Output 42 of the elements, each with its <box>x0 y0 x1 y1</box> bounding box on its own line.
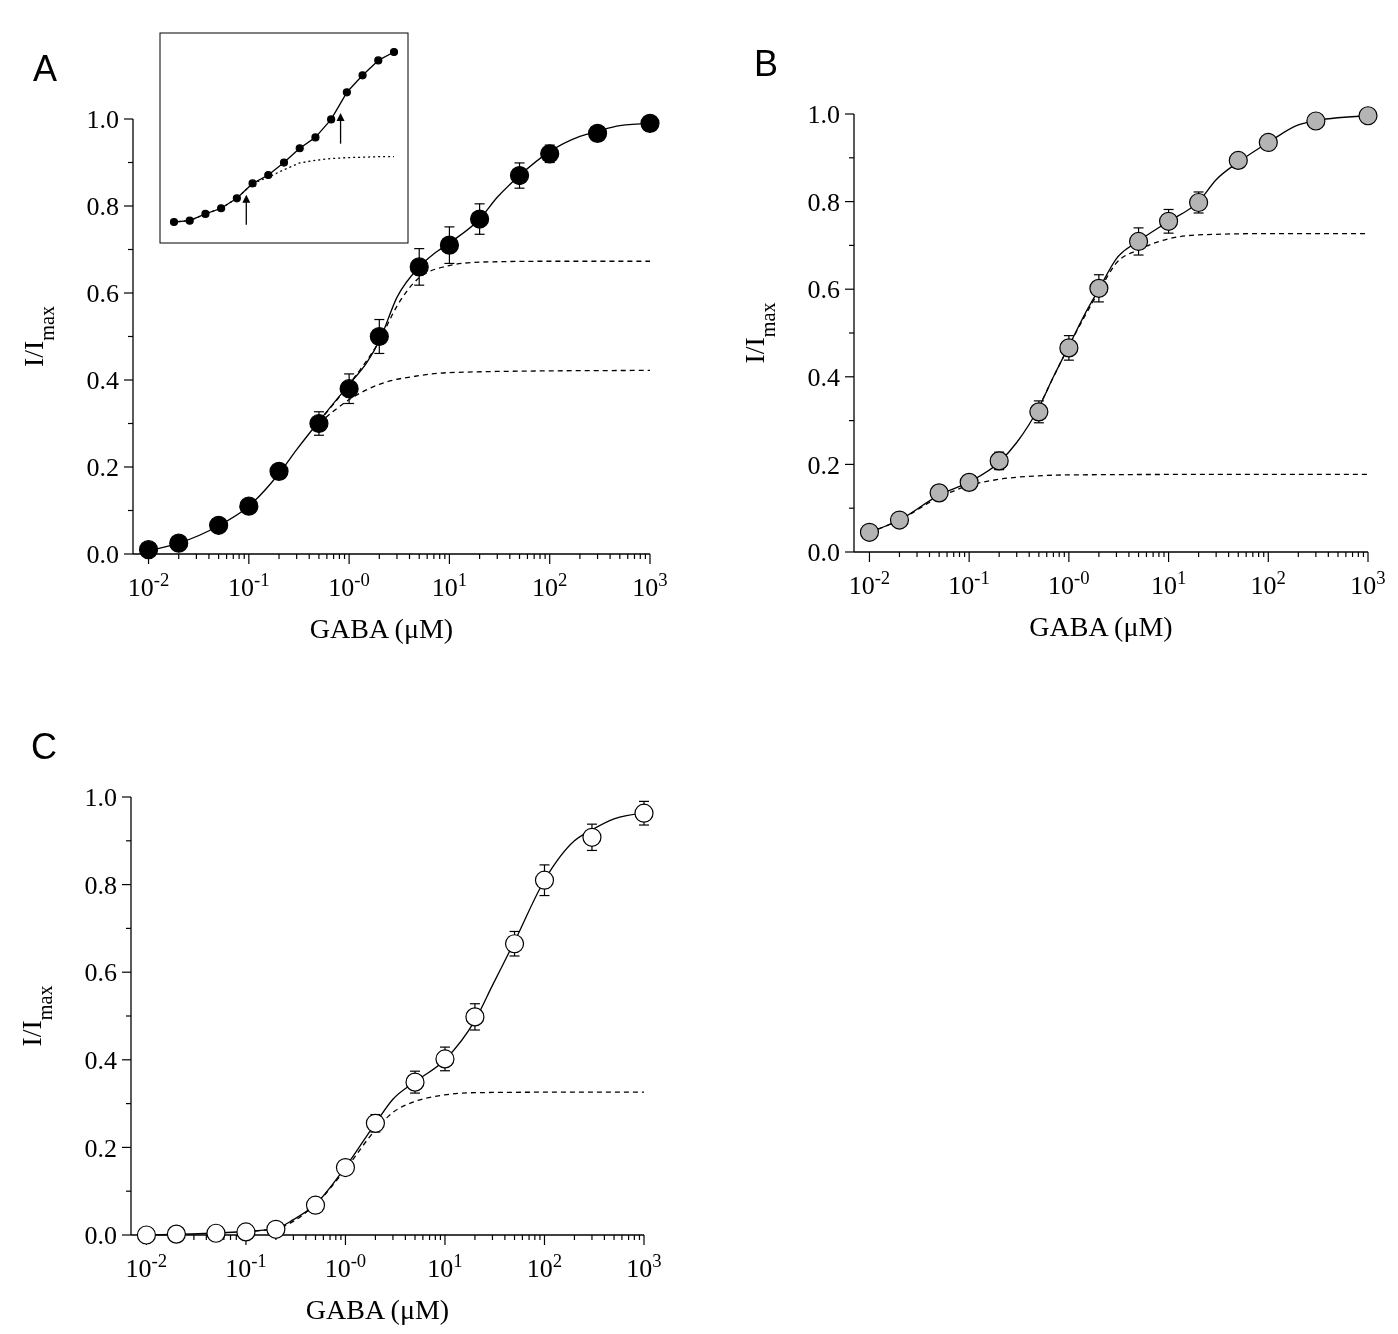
x-tick-label: 10$^{2}$ <box>526 1249 563 1283</box>
y-tick-label: 0.6 <box>84 958 117 988</box>
y-tick-label: 0.0 <box>84 1221 117 1251</box>
y-tick-label: 0.6 <box>86 279 119 309</box>
y-tick-label: 0.8 <box>86 192 119 222</box>
y-tick-label: 0.0 <box>807 538 840 568</box>
y-tick-label: 1.0 <box>84 783 117 813</box>
y-tick-label: 1.0 <box>807 100 840 130</box>
y-tick-label: 0.8 <box>84 870 117 900</box>
y-tick-label: 0.2 <box>86 453 119 483</box>
x-tick-label: 10$^{-2}$ <box>127 568 170 602</box>
chart-title: A <box>33 48 58 89</box>
x-tick-label: 10$^{1}$ <box>427 1249 463 1283</box>
x-tick-label: 10$^{-0}$ <box>1048 566 1090 600</box>
x-tick-label: 10$^{3}$ <box>632 568 668 602</box>
x-axis-title: GABA (μM) <box>309 613 454 644</box>
x-tick-label: 10$^{1}$ <box>431 568 468 602</box>
x-tick-label: 10$^{-1}$ <box>228 568 270 602</box>
x-axis-title: GABA (μM) <box>1029 611 1173 642</box>
y-tick-label: 0.4 <box>807 362 840 392</box>
x-tick-label: 10$^{2}$ <box>532 568 568 602</box>
y-tick-label: 0.2 <box>84 1133 117 1163</box>
chart-title: B <box>754 43 779 84</box>
y-tick-label: 0.0 <box>86 540 119 570</box>
x-tick-label: 10$^{2}$ <box>1250 566 1286 600</box>
y-tick-label: 0.8 <box>807 187 840 217</box>
y-tick-label: 0.6 <box>807 275 840 305</box>
x-tick-label: 10$^{3}$ <box>626 1249 662 1283</box>
x-tick-label: 10$^{1}$ <box>1150 566 1187 600</box>
x-tick-label: 10$^{3}$ <box>1350 566 1386 600</box>
chart-title: C <box>31 726 57 767</box>
y-tick-label: 0.4 <box>86 366 119 396</box>
y-tick-label: 0.2 <box>807 450 840 480</box>
x-tick-label: 10$^{-0}$ <box>328 568 370 602</box>
x-tick-label: 10$^{-1}$ <box>225 1249 267 1283</box>
y-tick-label: 0.4 <box>84 1045 117 1075</box>
x-tick-label: 10$^{-2}$ <box>848 566 891 600</box>
y-tick-label: 1.0 <box>86 105 119 135</box>
x-tick-label: 10$^{-2}$ <box>125 1249 168 1283</box>
x-tick-label: 10$^{-1}$ <box>948 566 990 600</box>
x-axis-title: GABA (μM) <box>305 1294 450 1325</box>
x-tick-label: 10$^{-0}$ <box>324 1249 367 1283</box>
